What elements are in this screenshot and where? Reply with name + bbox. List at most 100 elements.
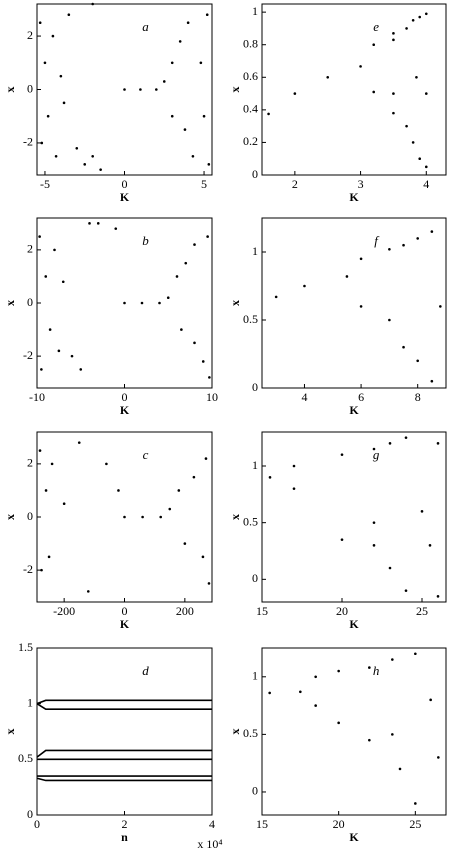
point: [392, 32, 395, 35]
x-tick-label: 8: [415, 390, 421, 404]
point: [411, 141, 415, 144]
x-tick-label: 0: [122, 604, 128, 618]
point: [183, 128, 187, 131]
plot-frame: [36, 647, 213, 816]
plot-frame: [261, 647, 447, 816]
x-axis-label: K: [349, 830, 359, 844]
series-line: [36, 702, 212, 711]
point: [180, 328, 183, 331]
x-tick-label: -200: [53, 604, 75, 618]
point: [140, 301, 144, 305]
plot-frame: [261, 217, 447, 389]
point: [267, 112, 270, 116]
point: [388, 318, 391, 322]
x-axis-label: K: [120, 617, 130, 631]
y-tick-label: 1: [252, 244, 258, 258]
point: [168, 507, 172, 511]
point: [75, 146, 79, 150]
point: [207, 163, 211, 166]
y-tick-label: -2: [23, 135, 33, 149]
point: [314, 675, 317, 679]
point: [123, 88, 126, 91]
point: [193, 341, 196, 345]
point: [392, 38, 395, 42]
point: [391, 733, 394, 736]
y-tick-label: 2: [27, 28, 33, 42]
point: [411, 18, 415, 22]
point: [404, 589, 408, 592]
point: [368, 666, 371, 669]
point: [414, 652, 417, 656]
point: [62, 101, 66, 105]
point: [207, 582, 211, 585]
y-tick-label: 1: [252, 458, 258, 472]
y-axis-label: x: [3, 514, 17, 520]
point: [388, 247, 391, 251]
y-tick-label: 0.2: [243, 134, 258, 148]
point: [159, 515, 163, 519]
point: [326, 75, 330, 79]
point: [193, 243, 196, 246]
point: [114, 227, 118, 230]
point: [155, 88, 158, 91]
x-tick-label: 25: [416, 604, 428, 618]
point: [359, 257, 363, 261]
point: [303, 284, 306, 288]
point: [439, 305, 442, 308]
x-axis-label: K: [120, 190, 130, 204]
point: [202, 114, 206, 118]
panel-label: b: [142, 233, 149, 248]
point: [372, 447, 376, 451]
point: [79, 368, 83, 371]
point: [429, 698, 432, 702]
y-tick-label: 0.8: [243, 36, 258, 50]
point: [199, 61, 203, 65]
y-tick-label: 0: [252, 167, 258, 181]
point: [38, 235, 41, 238]
point: [186, 21, 190, 25]
x-axis-label: K: [349, 617, 359, 631]
point: [166, 296, 170, 299]
point: [402, 345, 405, 349]
point: [416, 237, 419, 240]
point: [170, 114, 174, 118]
x-axis-label: K: [349, 403, 359, 417]
point: [340, 453, 344, 456]
plot-frame: [261, 3, 447, 176]
point: [414, 802, 417, 805]
point: [53, 248, 56, 252]
y-tick-label: 2: [27, 456, 33, 470]
point: [192, 475, 196, 479]
y-tick-label: 0: [27, 807, 33, 821]
point: [184, 261, 188, 265]
point: [77, 441, 81, 444]
point: [123, 301, 126, 305]
y-tick-label: 0: [252, 784, 258, 798]
y-tick-label: 1: [27, 695, 33, 709]
y-tick-label: -2: [23, 348, 33, 362]
point: [337, 721, 340, 725]
y-tick-label: 0: [252, 571, 258, 585]
panel-label: f: [374, 233, 380, 248]
x-tick-label: 15: [256, 817, 268, 831]
y-tick-label: 0.5: [243, 514, 258, 528]
panel-label: a: [142, 19, 149, 34]
point: [405, 27, 408, 30]
x-tick-label: 15: [256, 604, 268, 618]
point: [70, 354, 74, 358]
point: [314, 704, 317, 707]
y-tick-label: 2: [27, 242, 33, 256]
x-tick-label: 0: [34, 817, 40, 831]
y-axis-label: x: [228, 729, 242, 735]
point: [337, 669, 340, 673]
x-tick-label: 4: [209, 817, 215, 831]
x-axis-label: K: [120, 403, 130, 417]
x-tick-label: 4: [301, 390, 307, 404]
y-axis-label: x: [228, 87, 242, 93]
point: [368, 738, 371, 742]
point: [428, 544, 432, 547]
point: [44, 275, 48, 278]
point: [274, 295, 278, 299]
x-tick-label: 25: [409, 817, 421, 831]
point: [292, 464, 296, 468]
